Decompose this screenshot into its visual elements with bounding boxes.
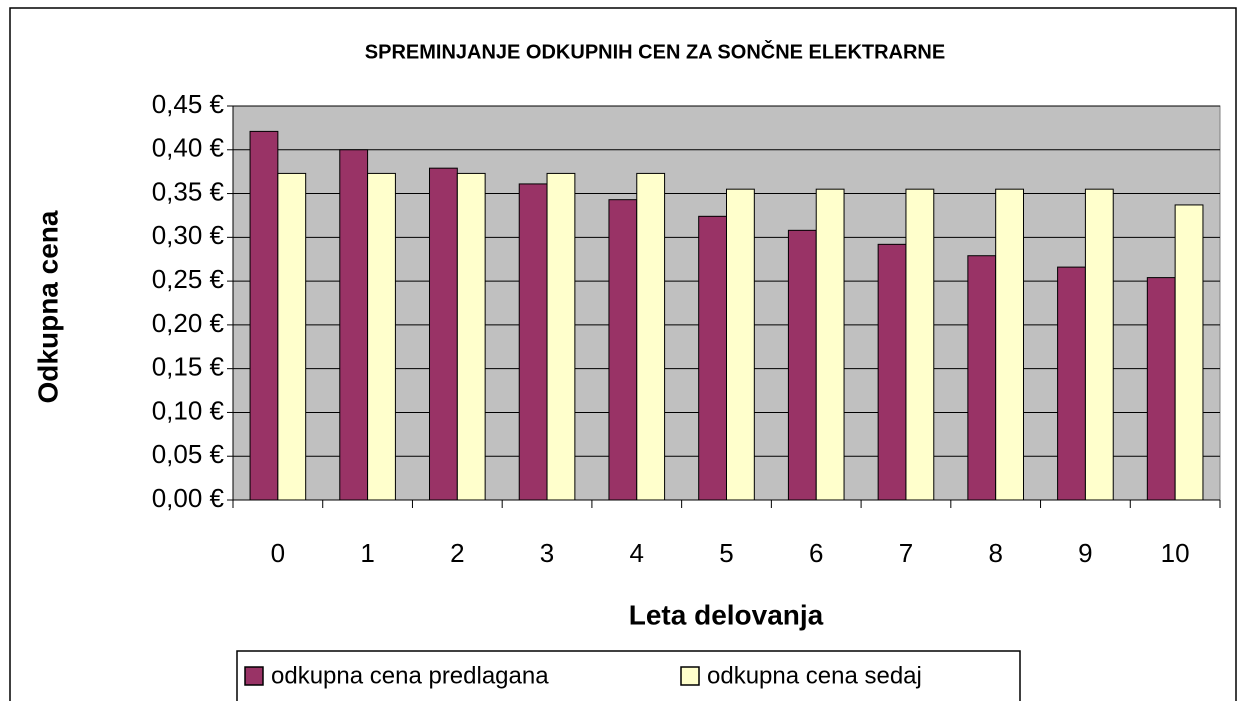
bar <box>1174 204 1204 501</box>
bar <box>698 215 728 501</box>
x-tick-label: 3 <box>540 538 554 568</box>
x-tick-label: 9 <box>1078 538 1092 568</box>
legend-swatch <box>680 666 700 686</box>
x-tick-label: 6 <box>809 538 823 568</box>
y-axis-title: Odkupna cena <box>32 210 63 403</box>
bar <box>877 243 907 501</box>
legend-box <box>236 650 1021 701</box>
y-tick-label: 0,15 € <box>152 352 225 382</box>
y-tick-label: 0,35 € <box>152 176 225 206</box>
bar <box>905 188 935 501</box>
y-tick-label: 0,45 € <box>152 89 225 119</box>
y-tick-label: 0,30 € <box>152 220 225 250</box>
bar <box>726 188 755 501</box>
bar <box>787 229 817 501</box>
y-tick-label: 0,25 € <box>152 264 225 294</box>
y-tick-label: 0,40 € <box>152 133 225 163</box>
bar <box>456 172 486 501</box>
x-tick-label: 5 <box>719 538 733 568</box>
bar <box>636 172 666 501</box>
bar <box>429 167 458 501</box>
y-tick-label: 0,00 € <box>152 483 225 513</box>
bar <box>546 172 576 501</box>
x-tick-label: 8 <box>988 538 1002 568</box>
legend-label: odkupna cena sedaj <box>707 662 922 689</box>
x-tick-label: 4 <box>630 538 644 568</box>
bar <box>1146 277 1176 501</box>
bar <box>608 199 638 501</box>
y-tick-label: 0,20 € <box>152 308 225 338</box>
bar <box>1057 266 1086 501</box>
y-tick-label: 0,05 € <box>152 439 225 469</box>
chart-title: SPREMINJANJE ODKUPNIH CEN ZA SONČNE ELEK… <box>365 39 945 63</box>
legend-swatch <box>244 666 264 686</box>
legend-label: odkupna cena predlagana <box>271 662 549 689</box>
x-tick-label: 2 <box>450 538 464 568</box>
x-tick-label: 1 <box>360 538 374 568</box>
bar <box>1084 188 1114 501</box>
bar <box>367 172 396 501</box>
x-tick-label: 0 <box>271 538 285 568</box>
bar <box>277 172 307 501</box>
bar <box>518 183 548 501</box>
x-tick-label: 7 <box>899 538 913 568</box>
bar <box>339 149 369 501</box>
x-axis-title: Leta delovanja <box>629 599 824 630</box>
bar <box>967 255 997 501</box>
bar <box>815 188 845 501</box>
x-tick-label: 10 <box>1161 538 1190 568</box>
bar <box>249 130 279 501</box>
y-tick-label: 0,10 € <box>152 395 225 425</box>
bar <box>995 188 1024 501</box>
